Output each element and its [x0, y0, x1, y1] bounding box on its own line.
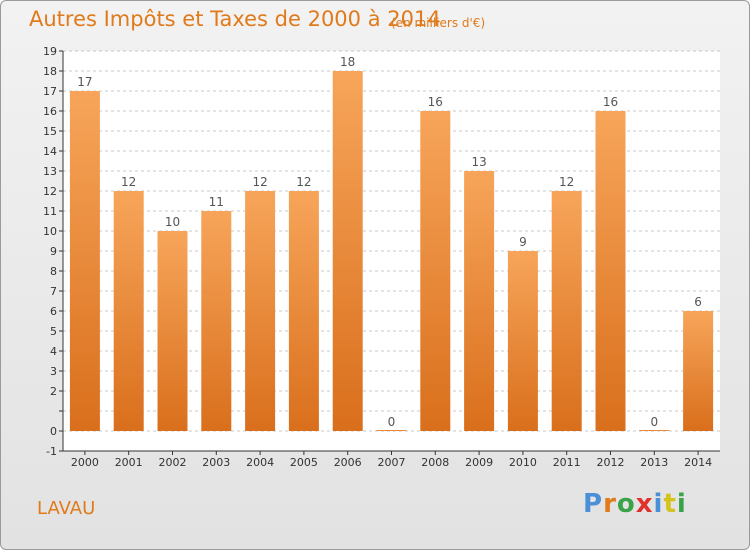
y-tick-label: 16: [43, 105, 57, 118]
data-label: 0: [650, 415, 658, 429]
x-tick-label: 2013: [640, 456, 668, 469]
data-label: 6: [694, 295, 702, 309]
y-tick-label: 2: [50, 385, 57, 398]
logo-letter: P: [583, 489, 604, 519]
data-label: 16: [428, 95, 443, 109]
bar: [551, 191, 582, 431]
data-label: 10: [165, 215, 180, 229]
y-tick-label: 15: [43, 125, 57, 138]
y-tick-label: 13: [43, 165, 57, 178]
bar: [507, 251, 538, 431]
x-tick-label: 2001: [115, 456, 143, 469]
bar: [332, 71, 363, 431]
logo-letter: t: [663, 489, 677, 519]
bar: [288, 191, 319, 431]
data-label: 13: [471, 155, 486, 169]
x-tick-label: 2014: [684, 456, 712, 469]
logo-letter: x: [635, 489, 654, 519]
x-tick-label: 2008: [421, 456, 449, 469]
data-label: 9: [519, 235, 527, 249]
y-tick-label: 6: [50, 305, 57, 318]
chart-title: Autres Impôts et Taxes de 2000 à 2014: [29, 7, 441, 31]
data-label: 12: [296, 175, 311, 189]
x-tick-label: 2005: [290, 456, 318, 469]
y-tick-label: 5: [50, 325, 57, 338]
logo-letter: i: [653, 489, 664, 519]
x-tick-label: 2004: [246, 456, 274, 469]
bar: [683, 311, 714, 431]
data-label: 12: [559, 175, 574, 189]
data-label: 18: [340, 55, 355, 69]
bar: [420, 111, 451, 431]
bar: [69, 91, 100, 431]
y-tick-label: 9: [50, 245, 57, 258]
bar: [464, 171, 495, 431]
y-tick-label: 14: [43, 145, 57, 158]
x-tick-label: 2006: [334, 456, 362, 469]
x-tick-label: 2002: [159, 456, 187, 469]
bar: [639, 430, 670, 431]
x-tick-label: 2010: [509, 456, 537, 469]
data-label: 0: [388, 415, 396, 429]
bar: [157, 231, 188, 431]
y-tick-label: 10: [43, 225, 57, 238]
y-tick-label: 8: [50, 265, 57, 278]
x-tick-label: 2009: [465, 456, 493, 469]
y-tick-label: 7: [50, 285, 57, 298]
y-tick-label: 11: [43, 205, 57, 218]
chart-subtitle: (en milliers d'€): [391, 16, 486, 30]
logo-letter: r: [603, 489, 617, 519]
x-tick-label: 2007: [378, 456, 406, 469]
data-label: 12: [252, 175, 267, 189]
bar: [201, 211, 232, 431]
data-label: 11: [209, 195, 224, 209]
x-tick-label: 2011: [553, 456, 581, 469]
y-tick-label: 12: [43, 185, 57, 198]
y-tick-label: 3: [50, 365, 57, 378]
bar: [376, 430, 407, 431]
y-tick-label: -1: [46, 445, 57, 458]
bar: [113, 191, 144, 431]
bar: [245, 191, 276, 431]
x-tick-label: 2003: [202, 456, 230, 469]
y-tick-label: 19: [43, 45, 57, 58]
proxiti-logo: Proxiti: [583, 489, 687, 519]
x-tick-label: 2000: [71, 456, 99, 469]
logo-letter: o: [616, 489, 636, 519]
y-tick-label: 18: [43, 65, 57, 78]
y-tick-label: 4: [50, 345, 57, 358]
data-label: 17: [77, 75, 92, 89]
place-name: LAVAU: [37, 498, 96, 519]
y-tick-label: 17: [43, 85, 57, 98]
data-label: 16: [603, 95, 618, 109]
data-label: 12: [121, 175, 136, 189]
bar: [595, 111, 626, 431]
logo-letter: i: [676, 489, 687, 519]
y-tick-label: 0: [50, 425, 57, 438]
x-tick-label: 2012: [597, 456, 625, 469]
